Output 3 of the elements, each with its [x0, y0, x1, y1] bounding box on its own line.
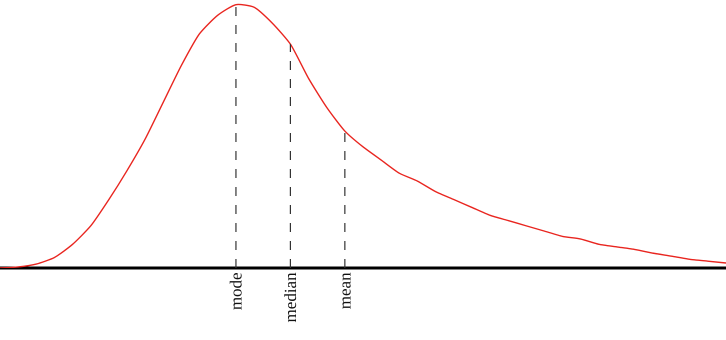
x-tick-label: median — [280, 272, 300, 322]
x-tick-label: mean — [335, 272, 354, 310]
x-tick-label: mode — [226, 272, 246, 310]
